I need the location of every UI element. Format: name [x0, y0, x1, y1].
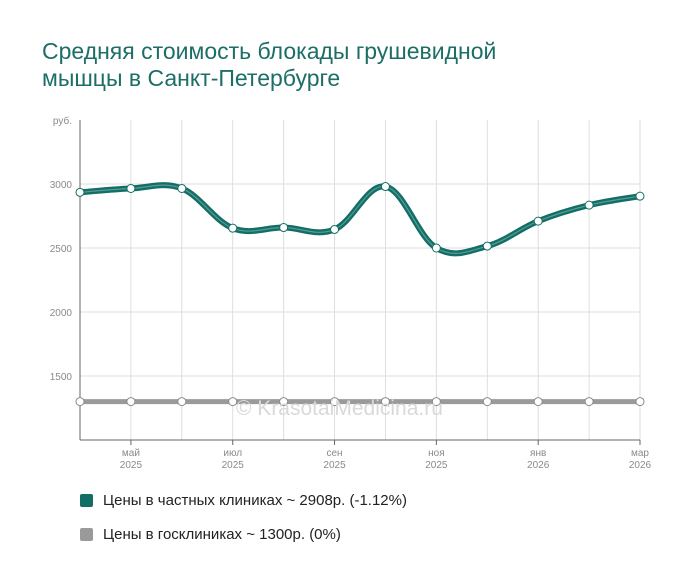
y-tick-label: 2000	[50, 308, 73, 319]
y-tick-label: 2500	[50, 244, 73, 255]
y-tick-label: 3000	[50, 180, 73, 191]
legend-item-public[interactable]: Цены в госклиниках ~ 1300р. (0%)	[80, 523, 341, 545]
x-tick-label-month: янв	[530, 448, 546, 459]
data-point-public	[482, 397, 492, 407]
series-layer	[77, 182, 643, 405]
grid-layer	[79, 120, 641, 440]
data-point-public	[228, 397, 238, 407]
data-point-public	[584, 397, 594, 407]
legend-item-private[interactable]: Цены в частных клиниках ~ 2908р. (-1.12%…	[80, 489, 407, 511]
x-tick-label-year: 2025	[323, 460, 346, 471]
data-point-public	[380, 397, 390, 407]
x-tick-label-month: май	[122, 448, 140, 459]
data-point-private	[635, 191, 645, 201]
point-layer	[75, 182, 645, 407]
series-line-private	[77, 182, 643, 257]
legend-label-private: Цены в частных клиниках ~ 2908р. (-1.12%…	[103, 491, 407, 509]
legend-label-public: Цены в госклиниках ~ 1300р. (0%)	[103, 525, 341, 543]
data-point-private	[380, 182, 390, 192]
x-tick-label-month: ноя	[428, 448, 445, 459]
legend-swatch-private	[80, 493, 93, 507]
data-point-public	[177, 397, 187, 407]
data-point-public	[635, 397, 645, 407]
x-tick-label-year: 2026	[527, 460, 550, 471]
chart-title: Средняя стоимость блокады грушевидной мы…	[42, 38, 662, 92]
data-point-private	[584, 200, 594, 210]
data-point-private	[330, 224, 340, 234]
data-point-private	[228, 223, 238, 233]
label-layer: 1500200025003000руб.май2025июл2025сен202…	[50, 115, 652, 471]
series-line-highlight-private	[79, 184, 641, 254]
data-point-private	[533, 216, 543, 226]
x-tick-label-year: 2025	[222, 460, 245, 471]
y-axis-unit-label: руб.	[53, 115, 72, 127]
chart-title-line-2: мышцы в Санкт-Петербурге	[42, 65, 341, 91]
data-point-private	[126, 183, 136, 193]
y-tick-label: 1500	[50, 372, 73, 383]
data-point-public	[126, 397, 136, 407]
x-tick-label-month: сен	[326, 448, 342, 459]
data-point-private	[177, 183, 187, 193]
data-point-public	[279, 397, 289, 407]
watermark-text: © KrasotaiMedicina.ru	[236, 397, 443, 420]
x-tick-label-month: мар	[631, 448, 649, 459]
chart-title-line-1: Средняя стоимость блокады грушевидной	[42, 38, 497, 64]
x-tick-label-year: 2025	[120, 460, 143, 471]
data-point-private	[431, 243, 441, 253]
data-point-public	[431, 397, 441, 407]
data-point-private	[279, 223, 289, 233]
data-point-public	[533, 397, 543, 407]
data-point-private	[75, 187, 85, 197]
legend-swatch-public	[80, 527, 93, 541]
x-tick-label-year: 2025	[425, 460, 448, 471]
x-tick-label-year: 2026	[629, 460, 652, 471]
x-tick-label-month: июл	[223, 448, 242, 459]
data-point-private	[482, 241, 492, 251]
data-point-public	[75, 397, 85, 407]
data-point-public	[330, 397, 340, 407]
axis-layer	[79, 120, 641, 445]
